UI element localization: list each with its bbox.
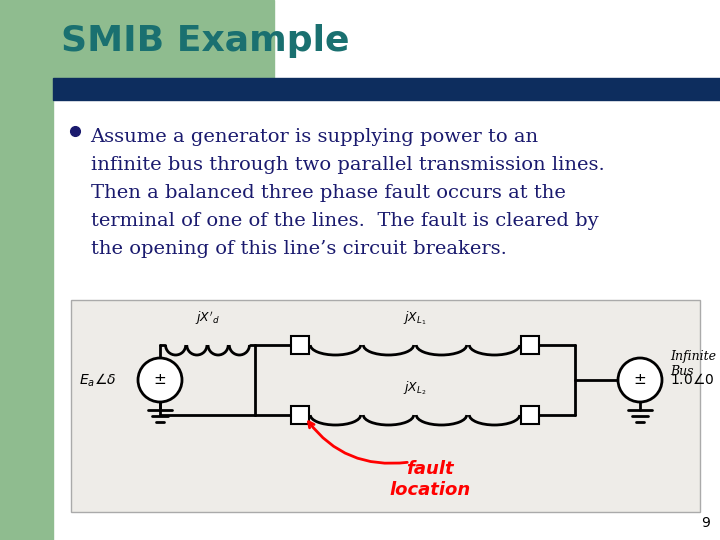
Bar: [521, 336, 539, 354]
Text: infinite bus through two parallel transmission lines.: infinite bus through two parallel transm…: [91, 156, 604, 174]
Text: $E_a\angle\delta$: $E_a\angle\delta$: [78, 372, 116, 389]
Bar: [291, 406, 309, 424]
Bar: [0, 0, 53, 540]
Text: Infinite
Bus: Infinite Bus: [670, 350, 716, 378]
Text: SMIB Example: SMIB Example: [60, 24, 349, 58]
Text: $jX_{L_2}$: $jX_{L_2}$: [403, 380, 427, 397]
Text: 9: 9: [701, 516, 710, 530]
Text: $jX'_d$: $jX'_d$: [195, 309, 220, 327]
Text: $jX_{L_1}$: $jX_{L_1}$: [403, 309, 427, 327]
Text: Then a balanced three phase fault occurs at the: Then a balanced three phase fault occurs…: [91, 184, 565, 202]
Bar: [53, 78, 720, 100]
Text: ±: ±: [153, 373, 166, 388]
Bar: [71, 300, 700, 512]
Text: fault
location: fault location: [390, 460, 471, 499]
Bar: [521, 406, 539, 424]
Text: terminal of one of the lines.  The fault is cleared by: terminal of one of the lines. The fault …: [91, 212, 598, 230]
Circle shape: [138, 358, 182, 402]
Circle shape: [618, 358, 662, 402]
Text: the opening of this line’s circuit breakers.: the opening of this line’s circuit break…: [91, 240, 506, 258]
Text: $1.0\angle 0$: $1.0\angle 0$: [670, 373, 714, 388]
Text: ±: ±: [634, 373, 647, 388]
Bar: [0, 0, 274, 78]
Bar: [291, 336, 309, 354]
Text: Assume a generator is supplying power to an: Assume a generator is supplying power to…: [91, 128, 539, 146]
